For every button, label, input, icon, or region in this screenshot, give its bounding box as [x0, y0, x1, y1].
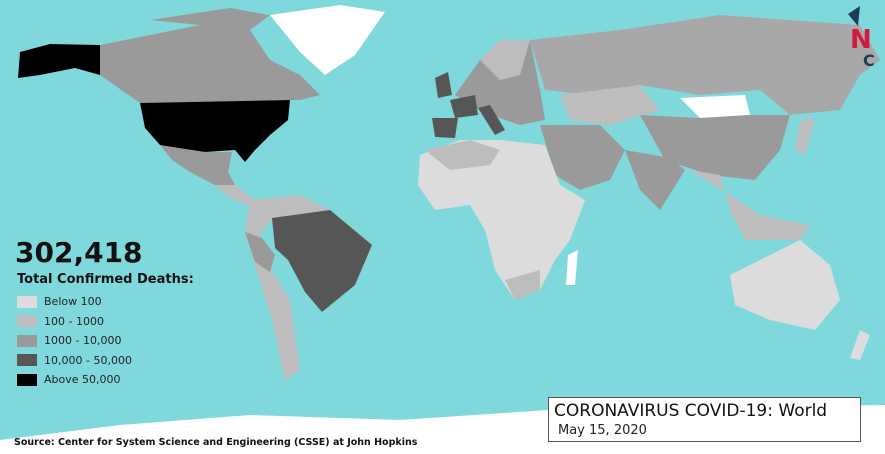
svg-text:N: N	[850, 25, 872, 55]
region-greenland	[270, 5, 385, 75]
region-brazil	[272, 210, 372, 312]
region-kazakhstan	[560, 85, 660, 125]
region-arctic-islands	[150, 8, 270, 30]
region-russia	[530, 15, 880, 115]
legend-label: 1000 - 10,000	[44, 334, 122, 348]
total-deaths: 302,418	[15, 236, 143, 269]
legend-item: 10,000 - 50,000	[17, 351, 132, 371]
legend-item: Above 50,000	[17, 370, 132, 390]
legend-swatch	[17, 354, 37, 367]
region-alaska	[18, 44, 100, 78]
legend-swatch	[17, 295, 37, 308]
nc-logo: N C	[848, 6, 875, 68]
region-south-africa	[505, 270, 540, 300]
region-africa	[418, 140, 585, 300]
legend: Below 100 100 - 1000 1000 - 10,000 10,00…	[17, 292, 132, 390]
legend-label: 10,000 - 50,000	[44, 353, 132, 367]
region-canada	[100, 25, 320, 103]
svg-text:C: C	[863, 51, 875, 68]
region-mongolia	[680, 95, 750, 118]
legend-item: 1000 - 10,000	[17, 331, 132, 351]
legend-swatch	[17, 334, 37, 347]
region-madagascar	[566, 250, 578, 285]
region-italy	[478, 105, 505, 135]
region-uk	[435, 72, 452, 98]
map-date: May 15, 2020	[558, 423, 647, 438]
region-central-america	[215, 185, 255, 205]
region-peru	[245, 232, 275, 272]
region-australia	[730, 240, 840, 330]
source-note: Source: Center for System Science and En…	[14, 437, 418, 448]
legend-title: Total Confirmed Deaths:	[17, 272, 194, 287]
legend-label: Below 100	[44, 295, 102, 309]
title-box: CORONAVIRUS COVID-19: World May 15, 2020	[548, 397, 861, 442]
legend-label: 100 - 1000	[44, 314, 104, 328]
region-north-africa	[425, 140, 500, 170]
legend-item: Below 100	[17, 292, 132, 312]
region-china	[640, 115, 790, 180]
legend-swatch	[17, 315, 37, 328]
region-south-america	[245, 195, 330, 380]
region-spain	[432, 118, 458, 138]
region-mexico	[160, 145, 235, 185]
region-india	[625, 150, 685, 210]
region-se-asia	[690, 170, 810, 240]
region-usa	[140, 100, 290, 162]
region-scandinavia	[480, 40, 530, 80]
region-middle-east	[540, 125, 625, 190]
map-title: CORONAVIRUS COVID-19: World	[554, 401, 828, 421]
region-japan	[795, 118, 815, 155]
legend-swatch	[17, 373, 37, 386]
legend-label: Above 50,000	[44, 373, 121, 387]
legend-item: 100 - 1000	[17, 312, 132, 332]
region-new-zealand	[850, 330, 870, 360]
region-france	[450, 95, 478, 118]
